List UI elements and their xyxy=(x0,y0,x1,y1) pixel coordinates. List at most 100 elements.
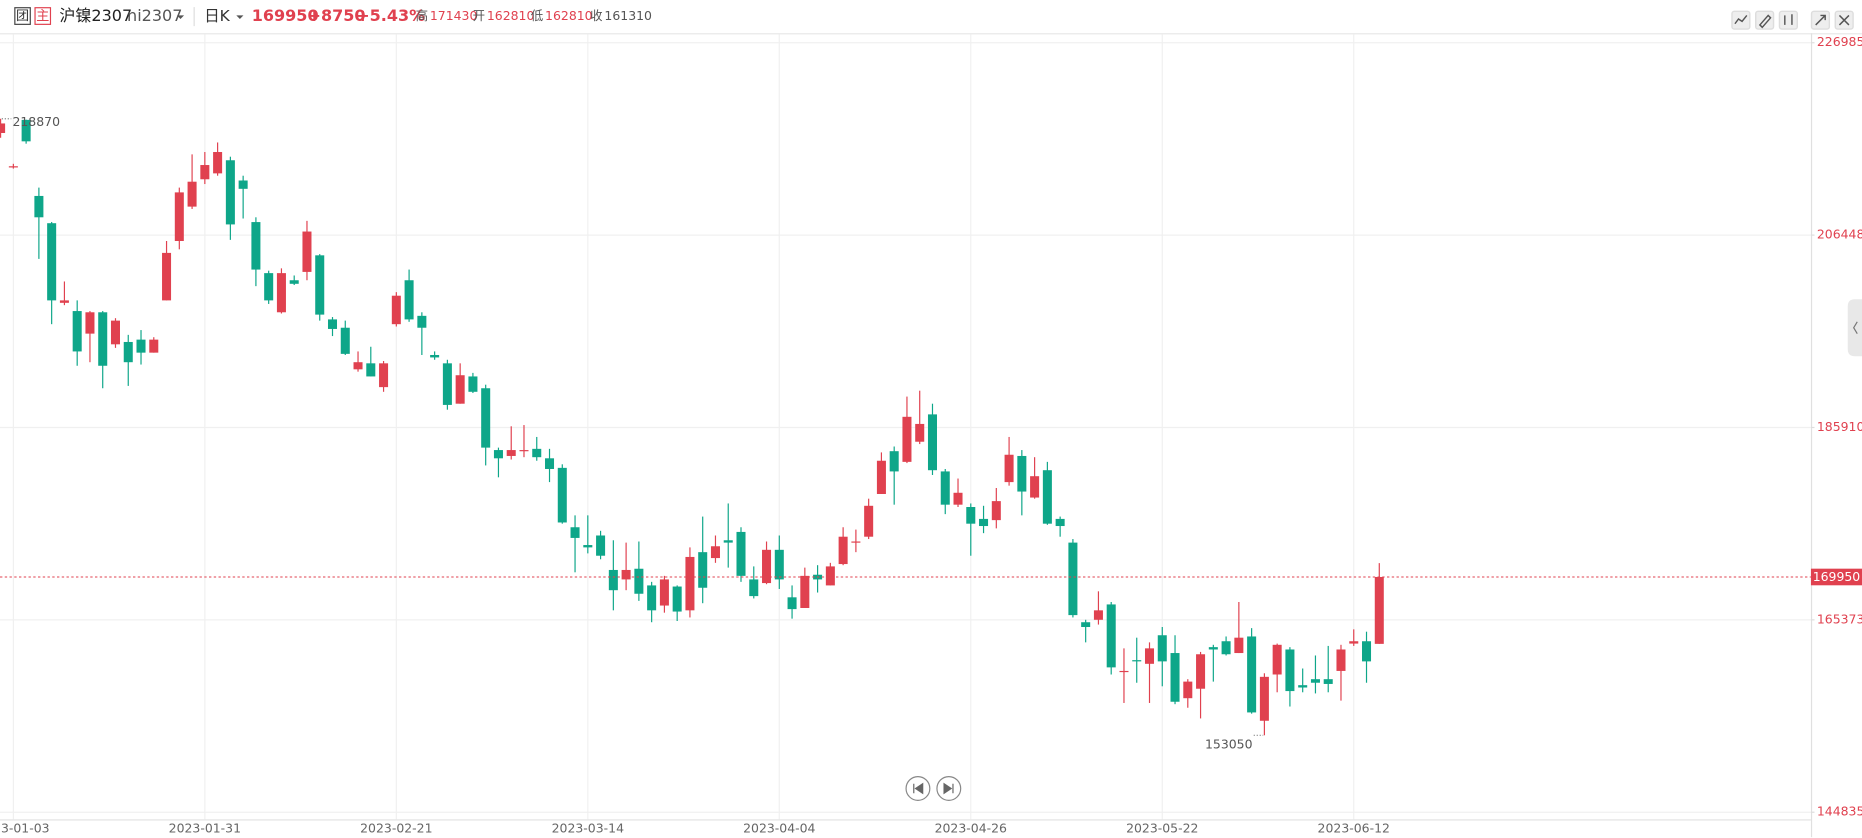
candle-body xyxy=(302,231,312,272)
y-tick-label: 144835 xyxy=(1817,804,1862,819)
candle-body xyxy=(289,280,299,284)
candle-body xyxy=(1170,653,1180,702)
candle-body xyxy=(251,222,261,270)
badge-box xyxy=(14,7,31,25)
candle-body xyxy=(327,319,338,329)
candle-body xyxy=(953,492,963,505)
candle-body xyxy=(417,315,427,328)
candle-body xyxy=(72,311,82,352)
candle-body xyxy=(710,546,720,559)
candle-body xyxy=(1055,518,1065,527)
candle-body xyxy=(876,460,886,494)
candle-body xyxy=(442,363,452,405)
candle-body xyxy=(991,501,1001,521)
candle-body xyxy=(162,252,172,301)
candle-body xyxy=(506,450,516,456)
stat-value: 162810 xyxy=(487,8,535,23)
dropdown-caret[interactable] xyxy=(176,15,185,19)
candle-body xyxy=(276,273,286,313)
change: +8750 xyxy=(308,6,366,25)
candle-body xyxy=(379,363,389,388)
candle-body xyxy=(1298,685,1308,688)
candle-body xyxy=(647,585,657,611)
candle-body xyxy=(583,545,593,548)
candle-body xyxy=(864,505,874,537)
candle-body xyxy=(1068,542,1078,616)
candle-body xyxy=(915,423,925,442)
side-tab-arrow xyxy=(1852,321,1858,334)
candle-body xyxy=(1234,637,1244,654)
candle-body xyxy=(1119,670,1129,673)
candle-body xyxy=(47,223,57,301)
period[interactable]: 日K xyxy=(204,7,230,25)
candle-body xyxy=(698,552,708,588)
stat-label: 开 xyxy=(473,8,485,23)
candle-body xyxy=(519,450,529,452)
y-tick-label: 226985 xyxy=(1817,34,1862,49)
plot-area: 226985 206448 185910 165373 144835 2023-01-03… xyxy=(0,34,1862,835)
last-price-label: 169950 xyxy=(1813,569,1861,584)
candle-body xyxy=(1106,604,1116,668)
candle-body xyxy=(966,507,976,524)
candle-body xyxy=(59,300,69,303)
x-tick-label: 2023-06-12 xyxy=(1318,820,1390,835)
candle-body xyxy=(98,312,108,366)
dropdown-caret[interactable] xyxy=(236,15,244,19)
candle-body xyxy=(1259,676,1269,721)
x-tick-label: 2023-01-31 xyxy=(169,820,241,835)
next-icon xyxy=(943,782,954,795)
min-label: 153050 xyxy=(1205,736,1253,751)
candle-body xyxy=(570,527,580,538)
stat-value: 161310 xyxy=(604,8,652,23)
candle-body xyxy=(825,566,835,586)
candle-body xyxy=(391,295,401,325)
candle-body xyxy=(225,160,235,225)
tool-icon xyxy=(1815,14,1826,26)
badge: 主 xyxy=(36,9,49,24)
code[interactable]: ni2307 xyxy=(127,6,182,25)
tool-button[interactable] xyxy=(1778,10,1798,30)
candle-body xyxy=(1272,644,1282,675)
candle-body xyxy=(889,451,899,472)
candle-body xyxy=(238,180,248,189)
candle-body xyxy=(264,273,274,301)
candle-body xyxy=(174,192,184,241)
candle-body xyxy=(455,375,465,404)
candle-body xyxy=(213,152,223,174)
candle-body xyxy=(1081,622,1091,628)
x-tick-label: 2023-01-03 xyxy=(0,820,50,835)
candle-body xyxy=(136,339,146,353)
y-tick-label: 206448 xyxy=(1817,227,1862,242)
candle-body xyxy=(315,255,325,315)
candle-body xyxy=(1285,649,1295,692)
tool-icon xyxy=(1784,14,1793,25)
candle-body xyxy=(149,339,159,353)
candle-body xyxy=(659,579,669,606)
candle-body xyxy=(1017,455,1027,492)
candle-body xyxy=(940,471,950,505)
candle-body xyxy=(787,597,797,610)
candle-body xyxy=(110,320,120,345)
candle-body xyxy=(1349,641,1359,644)
candle-body xyxy=(1132,660,1142,662)
x-tick-label: 2023-05-22 xyxy=(1126,820,1198,835)
candle-body xyxy=(481,388,491,448)
symbol[interactable]: 沪镍2307 xyxy=(59,6,132,25)
tool-icon xyxy=(1734,14,1748,25)
stat-label: 高 xyxy=(416,8,428,23)
x-tick-label: 2023-02-21 xyxy=(360,820,432,835)
candle-body xyxy=(1247,636,1257,713)
candle-body xyxy=(21,119,31,142)
close-icon xyxy=(1838,14,1850,26)
side-panel-tab[interactable] xyxy=(1847,299,1862,357)
candle-body xyxy=(34,195,44,218)
candle-body xyxy=(85,312,95,334)
candle-body xyxy=(123,341,133,363)
candle-body xyxy=(672,586,682,612)
tool-icon xyxy=(1758,14,1772,29)
change-pct: +5.43% xyxy=(356,6,425,25)
candle-body xyxy=(8,166,18,168)
candle-body xyxy=(404,280,414,320)
